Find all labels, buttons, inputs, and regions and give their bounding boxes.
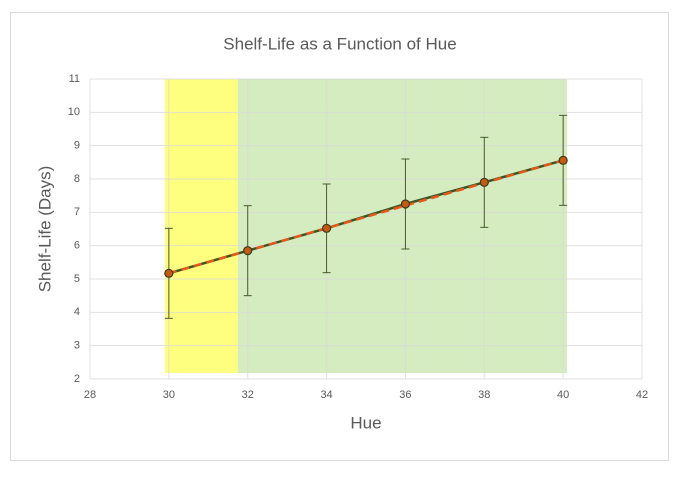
y-tick-label: 9 [74,140,80,152]
x-tick-label: 42 [636,389,648,401]
y-tick-label: 2 [74,373,80,385]
shaded-band [164,79,238,373]
y-tick-label: 3 [74,340,80,352]
x-axis-label: Hue [350,413,381,432]
chart-title: Shelf-Life as a Function of Hue [223,34,456,53]
x-tick-label: 32 [242,389,254,401]
point [558,155,568,165]
point [164,268,174,278]
x-tick-label: 34 [320,389,332,401]
point [321,223,332,233]
point [400,199,411,209]
y-tick-label: 6 [74,240,80,252]
y-tick-label: 10 [68,106,80,118]
x-tick-label: 38 [478,389,490,401]
point [479,177,489,187]
y-tick-label: 7 [74,206,80,218]
x-tick-label: 36 [399,389,411,401]
point [243,246,253,256]
y-tick-label: 5 [74,273,80,285]
trendline [168,159,564,275]
y-tick-label: 4 [74,306,80,318]
x-tick-label: 30 [163,389,175,401]
shaded-band [237,79,568,373]
x-tick-label: 28 [84,389,96,401]
y-tick-label: 11 [69,73,80,85]
y-tick-label: 8 [74,173,80,185]
x-tick-label: 40 [557,389,569,401]
y-axis-label: Shelf-Life (Days) [35,166,54,293]
